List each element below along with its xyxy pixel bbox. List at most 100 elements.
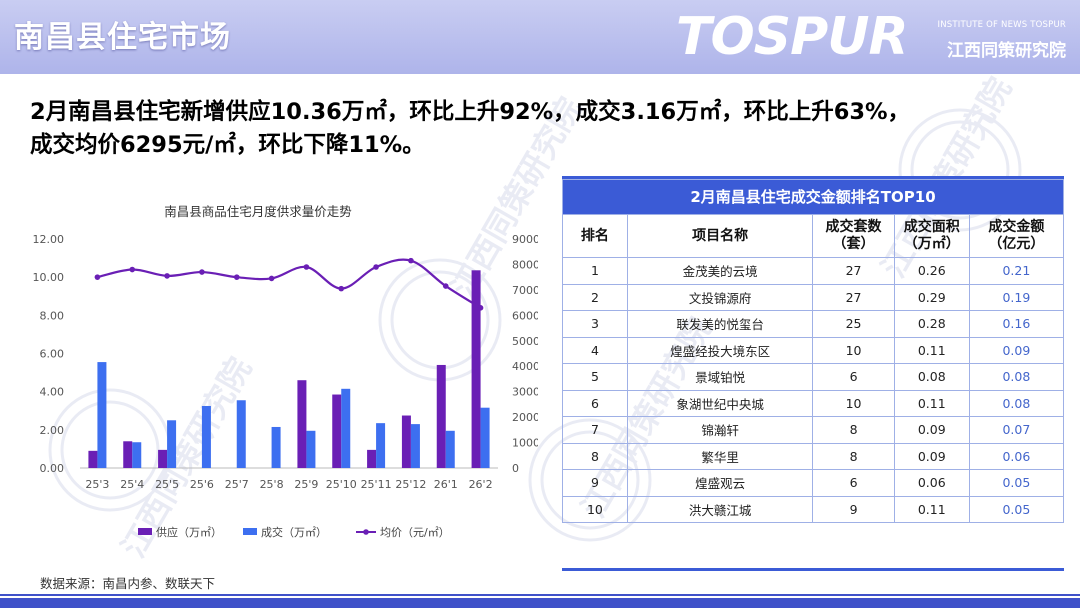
footer-bar [0, 598, 1080, 608]
y-right-tick-label: 4000 [512, 360, 538, 373]
project-name-cell: 象湖世纪中央城 [626, 389, 814, 417]
units-cell: 8 [812, 416, 895, 444]
y-left-tick-label: 12.00 [33, 233, 65, 246]
amount-cell: 0.19 [968, 283, 1065, 311]
rank-cell: 9 [562, 469, 628, 497]
table-header-text: （万㎡） [903, 236, 960, 252]
y-right-tick-label: 1000 [512, 437, 538, 450]
transaction-bar [306, 430, 316, 468]
price-point [303, 264, 310, 270]
area-cell: 0.11 [893, 336, 970, 364]
transaction-bar [167, 420, 177, 468]
price-point [408, 257, 414, 264]
area-cell: 0.11 [893, 495, 970, 523]
supply-demand-price-chart: 南昌县商品住宅月度供求量价走势 0.00 2.00 4.00 6.00 8.00 10.0… [28, 196, 541, 556]
rank-cell: 10 [562, 495, 628, 523]
y-right-tick-label: 2000 [512, 411, 538, 424]
price-point [338, 285, 345, 292]
area-cell: 0.06 [893, 469, 970, 497]
rank-cell: 2 [562, 283, 628, 311]
transaction-bar [201, 405, 211, 468]
table-header-cell: 成交金额 （亿元） [968, 214, 1065, 258]
table-row: 10 洪大赣江城 9 0.11 0.05 [562, 495, 1065, 523]
y-left-tick-label: 0.00 [40, 462, 65, 475]
amount-cell: 0.08 [968, 389, 1065, 417]
y-left-tick-label: 6.00 [40, 348, 65, 361]
supply-bar [297, 380, 307, 468]
price-point [373, 264, 379, 270]
units-cell: 10 [812, 336, 895, 364]
table-title: 2月南昌县住宅成交金额排名TOP10 [562, 179, 1064, 215]
x-tick-label: 25'4 [120, 478, 144, 491]
transaction-bar [480, 407, 490, 468]
y-left-tick-label: 10.00 [33, 271, 65, 284]
legend-label: 供应（万㎡） [156, 525, 222, 539]
units-cell: 8 [812, 442, 895, 470]
y-right-tick-label: 6000 [512, 309, 538, 322]
table-header-cell: 成交套数 （套） [812, 214, 895, 258]
rank-cell: 4 [562, 336, 628, 364]
price-point [164, 273, 170, 279]
transaction-bar [341, 388, 351, 468]
table-header-text: 项目名称 [692, 227, 749, 244]
price-point [477, 305, 484, 311]
project-name-cell: 繁华里 [626, 442, 814, 470]
legend-label: 成交（万㎡） [261, 525, 327, 539]
x-tick-label: 26'1 [434, 478, 458, 491]
units-cell: 10 [812, 389, 895, 417]
area-cell: 0.29 [893, 283, 970, 311]
x-tick-label: 25'10 [326, 478, 357, 491]
units-cell: 27 [812, 257, 895, 285]
x-tick-label: 25'5 [155, 478, 179, 491]
rank-cell: 3 [562, 310, 628, 338]
price-point [94, 274, 101, 280]
header-banner: 南昌县住宅市场 TOSPUR INSTITUTE OF NEWS TOSPUR … [0, 0, 1080, 74]
units-cell: 6 [812, 469, 895, 497]
project-name-cell: 洪大赣江城 [626, 495, 814, 523]
table-body: 1 金茂美的云境 27 0.26 0.21 2 文投锦源府 27 0.29 0.19 3 联发美的悦玺… [562, 257, 1065, 523]
project-name-cell: 煌盛观云 [626, 469, 814, 497]
amount-cell: 0.09 [968, 336, 1065, 364]
legend-swatch [138, 528, 152, 535]
table-header-cell: 排名 [562, 214, 628, 258]
table-row: 3 联发美的悦玺台 25 0.28 0.16 [562, 310, 1065, 338]
amount-cell: 0.08 [968, 363, 1065, 391]
price-line [97, 258, 482, 309]
legend-swatch-marker [363, 529, 369, 535]
chart-title: 南昌县商品住宅月度供求量价走势 [164, 204, 352, 219]
legend-label: 均价（元/㎡） [380, 526, 450, 539]
y-right-tick-label: 0 [512, 462, 519, 475]
table-row: 9 煌盛观云 6 0.06 0.05 [562, 469, 1065, 497]
headline-line-1: 2月南昌县住宅新增供应10.36万㎡，环比上升92%，成交3.16万㎡，环比上升… [30, 99, 911, 125]
tospur-logo: TOSPUR INSTITUTE OF NEWS TOSPUR 江西同策研究院 [676, 6, 1066, 70]
y-right-tick-label: 5000 [512, 335, 538, 348]
footer-rule [0, 594, 1080, 596]
y-left-tick-label: 2.00 [40, 424, 65, 437]
units-cell: 27 [812, 283, 895, 311]
table-row: 7 锦瀚轩 8 0.09 0.07 [562, 416, 1065, 444]
area-cell: 0.28 [893, 310, 970, 338]
headline-line-2: 成交均价6295元/㎡，环比下降11%。 [30, 132, 425, 158]
page-title: 南昌县住宅市场 [14, 20, 231, 55]
y-right-tick-label: 8000 [512, 258, 538, 271]
area-cell: 0.26 [893, 257, 970, 285]
y-right-tick-label: 9000 [512, 233, 538, 246]
table-header-row: 排名 项目名称 成交套数 （套） 成交面积 （万㎡） 成交金额 （亿元） [562, 214, 1065, 258]
supply-bar [367, 449, 377, 468]
area-cell: 0.11 [893, 389, 970, 417]
amount-cell: 0.05 [968, 495, 1065, 523]
transaction-bar [132, 442, 142, 468]
amount-cell: 0.05 [968, 469, 1065, 497]
price-point [199, 269, 205, 275]
project-name-cell: 锦瀚轩 [626, 416, 814, 444]
y-left-tick-label: 8.00 [40, 309, 65, 322]
project-name-cell: 景域铂悦 [626, 363, 814, 391]
units-cell: 9 [812, 495, 895, 523]
table-header-cell: 成交面积 （万㎡） [893, 214, 970, 258]
transaction-bar [236, 400, 246, 468]
amount-cell: 0.07 [968, 416, 1065, 444]
amount-cell: 0.21 [968, 257, 1065, 285]
table-row: 8 繁华里 8 0.09 0.06 [562, 442, 1065, 470]
table-header-text: （亿元） [988, 236, 1045, 252]
supply-bar [88, 450, 98, 468]
